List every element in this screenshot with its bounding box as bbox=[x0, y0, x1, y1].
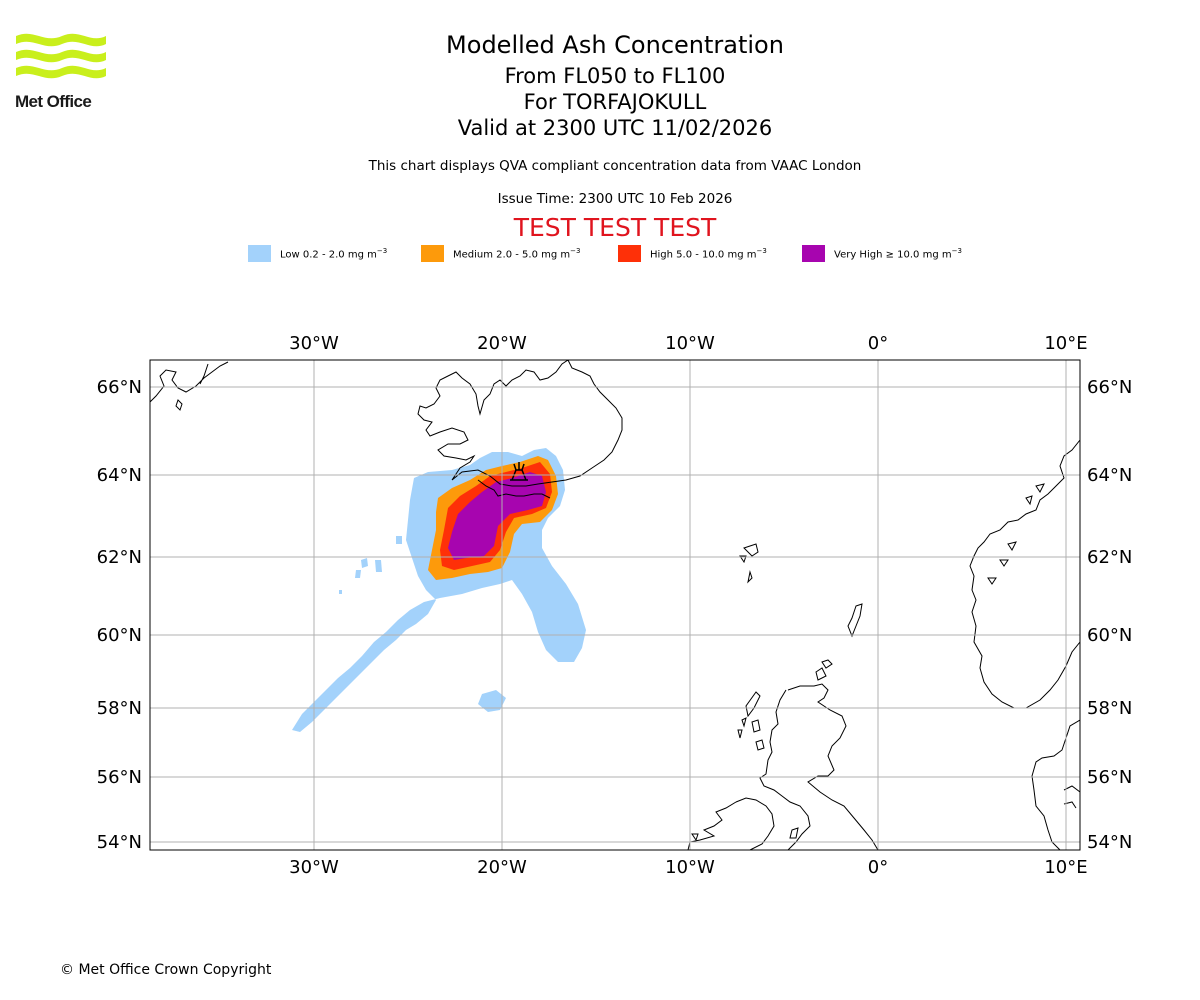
lon-label-bottom-30w: 30°W bbox=[289, 857, 339, 878]
lon-label-bottom-10e: 10°E bbox=[1044, 857, 1087, 878]
test-banner: TEST TEST TEST bbox=[513, 213, 717, 242]
qva-note: This chart displays QVA compliant concen… bbox=[368, 158, 862, 174]
ash-area-very-high bbox=[448, 472, 546, 560]
lon-label-bottom-0: 0° bbox=[868, 857, 888, 878]
lon-label-bottom-20w: 20°W bbox=[477, 857, 527, 878]
volcano-symbol-icon bbox=[510, 462, 528, 481]
map-frame bbox=[149, 359, 1081, 851]
lat-label-left-58n: 58°N bbox=[97, 698, 142, 719]
lat-label-right-62n: 62°N bbox=[1087, 547, 1132, 568]
legend-label-very-high: Very High ≥ 10.0 mg m bbox=[834, 249, 952, 261]
lon-label-top-20w: 20°W bbox=[477, 333, 527, 354]
legend-label-high: High 5.0 - 10.0 mg m bbox=[650, 249, 757, 261]
lon-label-top-30w: 30°W bbox=[289, 333, 339, 354]
graticule bbox=[150, 360, 1080, 850]
lat-label-left-56n: 56°N bbox=[97, 767, 142, 788]
ash-patch-low-4 bbox=[375, 560, 382, 572]
lon-label-top-0: 0° bbox=[868, 333, 888, 354]
lon-label-top-10e: 10°E bbox=[1044, 333, 1087, 354]
ash-patch-low-2 bbox=[361, 558, 368, 568]
copyright-notice: © Met Office Crown Copyright bbox=[60, 962, 272, 978]
coastlines bbox=[150, 360, 1080, 850]
coastline-scotland bbox=[759, 683, 879, 850]
valid-time: Valid at 2300 UTC 11/02/2026 bbox=[457, 116, 773, 140]
lat-label-right-66n: 66°N bbox=[1087, 377, 1132, 398]
coastline-iceland bbox=[417, 360, 623, 487]
flight-levels: From FL050 to FL100 bbox=[504, 64, 726, 88]
met-office-logo-text: Met Office bbox=[15, 92, 92, 111]
coastline-ireland bbox=[687, 797, 775, 850]
legend-exp-low: −3 bbox=[376, 247, 388, 255]
ash-patch-low-5 bbox=[396, 536, 402, 544]
legend-label-medium: Medium 2.0 - 5.0 mg m bbox=[453, 249, 571, 261]
lat-label-left-64n: 64°N bbox=[97, 465, 142, 486]
ash-patch-low-6 bbox=[339, 590, 342, 594]
coastline-shetland bbox=[821, 603, 863, 669]
coastline-hebrides bbox=[737, 691, 765, 751]
legend-exp-high: −3 bbox=[756, 247, 767, 255]
lon-label-bottom-10w: 10°W bbox=[665, 857, 715, 878]
lat-label-left-66n: 66°N bbox=[97, 377, 142, 398]
ash-patch-low-1 bbox=[478, 690, 506, 712]
ash-patch-low-3 bbox=[355, 570, 361, 578]
lat-label-right-64n: 64°N bbox=[1087, 465, 1132, 486]
legend-swatch-high bbox=[618, 245, 641, 262]
legend-swatch-low bbox=[248, 245, 271, 262]
lat-label-right-54n: 54°N bbox=[1087, 832, 1132, 853]
coastline-norway bbox=[969, 439, 1080, 709]
lat-label-right-56n: 56°N bbox=[1087, 767, 1132, 788]
chart-title: Modelled Ash Concentration bbox=[446, 31, 784, 59]
coastline-faroe bbox=[739, 543, 759, 584]
met-office-logo-icon bbox=[16, 33, 106, 79]
concentration-legend: Low 0.2 - 2.0 mg m−3 Medium 2.0 - 5.0 mg… bbox=[0, 244, 1200, 266]
lat-label-right-58n: 58°N bbox=[1087, 698, 1132, 719]
legend-swatch-medium bbox=[421, 245, 444, 262]
issue-time: Issue Time: 2300 UTC 10 Feb 2026 bbox=[497, 191, 733, 207]
lat-label-left-54n: 54°N bbox=[97, 832, 142, 853]
volcano-name: For TORFAJOKULL bbox=[523, 90, 707, 114]
coastline-greenland bbox=[150, 361, 229, 411]
legend-exp-medium: −3 bbox=[570, 247, 581, 255]
legend-exp-very-high: −3 bbox=[951, 247, 962, 255]
lat-label-left-60n: 60°N bbox=[97, 625, 142, 646]
lat-label-right-60n: 60°N bbox=[1087, 625, 1132, 646]
legend-label-low: Low 0.2 - 2.0 mg m bbox=[280, 249, 377, 261]
coastline-denmark bbox=[1031, 719, 1080, 850]
legend-swatch-very-high bbox=[802, 245, 825, 262]
lat-label-left-62n: 62°N bbox=[97, 547, 142, 568]
lon-label-top-10w: 10°W bbox=[665, 333, 715, 354]
